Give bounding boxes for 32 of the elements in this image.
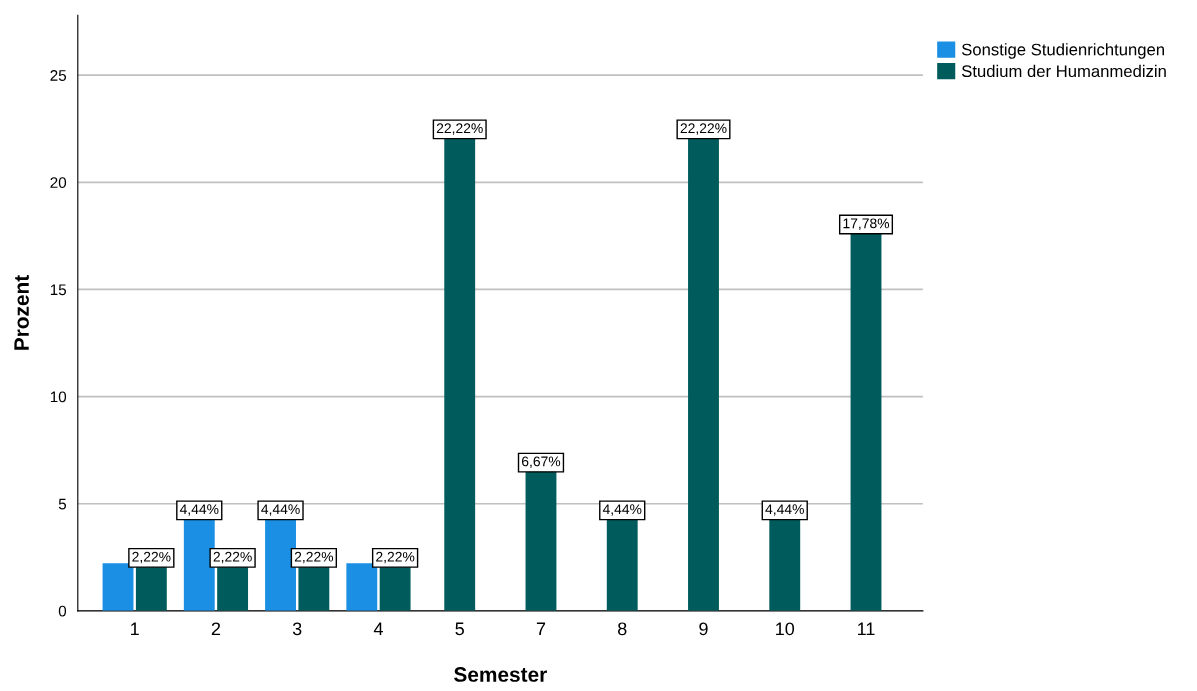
x-tick-label: 7	[536, 622, 546, 636]
x-tick-label: 8	[618, 622, 627, 636]
y-axis-title: Prozent	[14, 275, 29, 350]
x-tick-label: 9	[699, 622, 708, 636]
x-tick-label: 3	[292, 622, 302, 636]
y-tick-label: 20	[50, 177, 67, 189]
data-label: 4,44%	[602, 504, 642, 516]
x-tick-label: 10	[776, 622, 795, 636]
y-tick-label: 10	[50, 391, 67, 403]
data-label: 2,22%	[376, 551, 415, 564]
x-tick-label: 2	[211, 622, 221, 636]
data-label: 2,22%	[294, 551, 334, 564]
y-tick-label: 5	[58, 498, 67, 510]
x-tick-label: 4	[373, 622, 383, 636]
data-label: 2,22%	[213, 551, 252, 564]
data-label: 22,22%	[436, 123, 483, 135]
x-tick-label: 5	[455, 622, 464, 636]
legend-label: Studium der Humanmedizin	[961, 64, 1166, 78]
data-label: 6,67%	[521, 456, 561, 468]
data-label: 4,44%	[261, 504, 300, 516]
y-tick-label: 0	[58, 605, 67, 617]
data-label: 4,44%	[179, 504, 219, 516]
x-tick-label: 11	[858, 622, 875, 636]
legend-label: Sonstige Studienrichtungen	[961, 43, 1164, 59]
data-label: 2,22%	[132, 551, 171, 564]
y-tick-label: 25	[50, 70, 67, 81]
data-label: 4,44%	[765, 504, 804, 516]
data-label: 17,78%	[843, 218, 890, 230]
data-label: 22,22%	[680, 123, 727, 135]
x-axis-title: Semester	[454, 667, 547, 682]
x-tick-label: 1	[131, 622, 139, 636]
y-tick-label: 15	[50, 284, 67, 296]
